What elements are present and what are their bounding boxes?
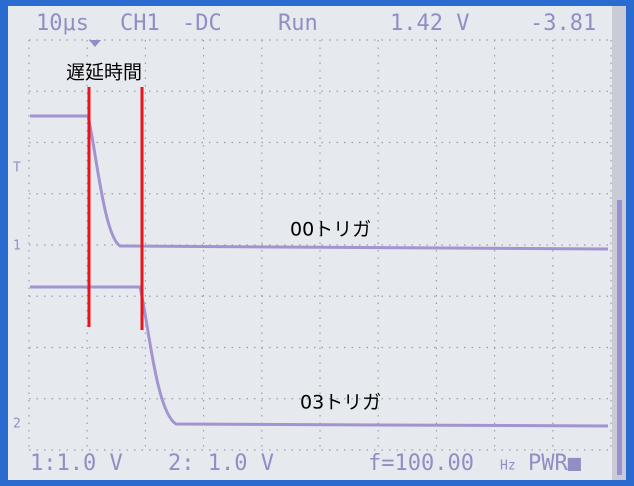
timebase: 10μs <box>36 11 89 36</box>
ch2-marker: 2 <box>13 417 21 432</box>
frequency-unit: Hz <box>500 459 516 474</box>
coupling: -DC <box>182 11 222 36</box>
trace-00-label: 00トリガ <box>290 219 371 241</box>
trigger-marker: T <box>13 161 21 176</box>
channel: CH1 <box>120 11 160 36</box>
ch2-scale: 2: 1.0 V <box>168 451 274 476</box>
ch1-marker: 1 <box>13 239 21 254</box>
oscilloscope-screen: 10μs CH1 -DC Run 1.42 V -3.81 T 1 2 遅延時間… <box>0 0 634 486</box>
voltage: 1.42 V <box>390 11 469 36</box>
right-bar <box>617 200 622 475</box>
frequency: f=100.00 <box>368 451 474 476</box>
delay-label: 遅延時間 <box>66 62 142 84</box>
trace-03-label: 03トリガ <box>300 392 381 414</box>
value: -3.81 <box>530 11 596 36</box>
status: Run <box>278 11 318 36</box>
ch1-scale: 1:1.0 V <box>30 451 123 476</box>
power: PWR■ <box>528 451 582 476</box>
